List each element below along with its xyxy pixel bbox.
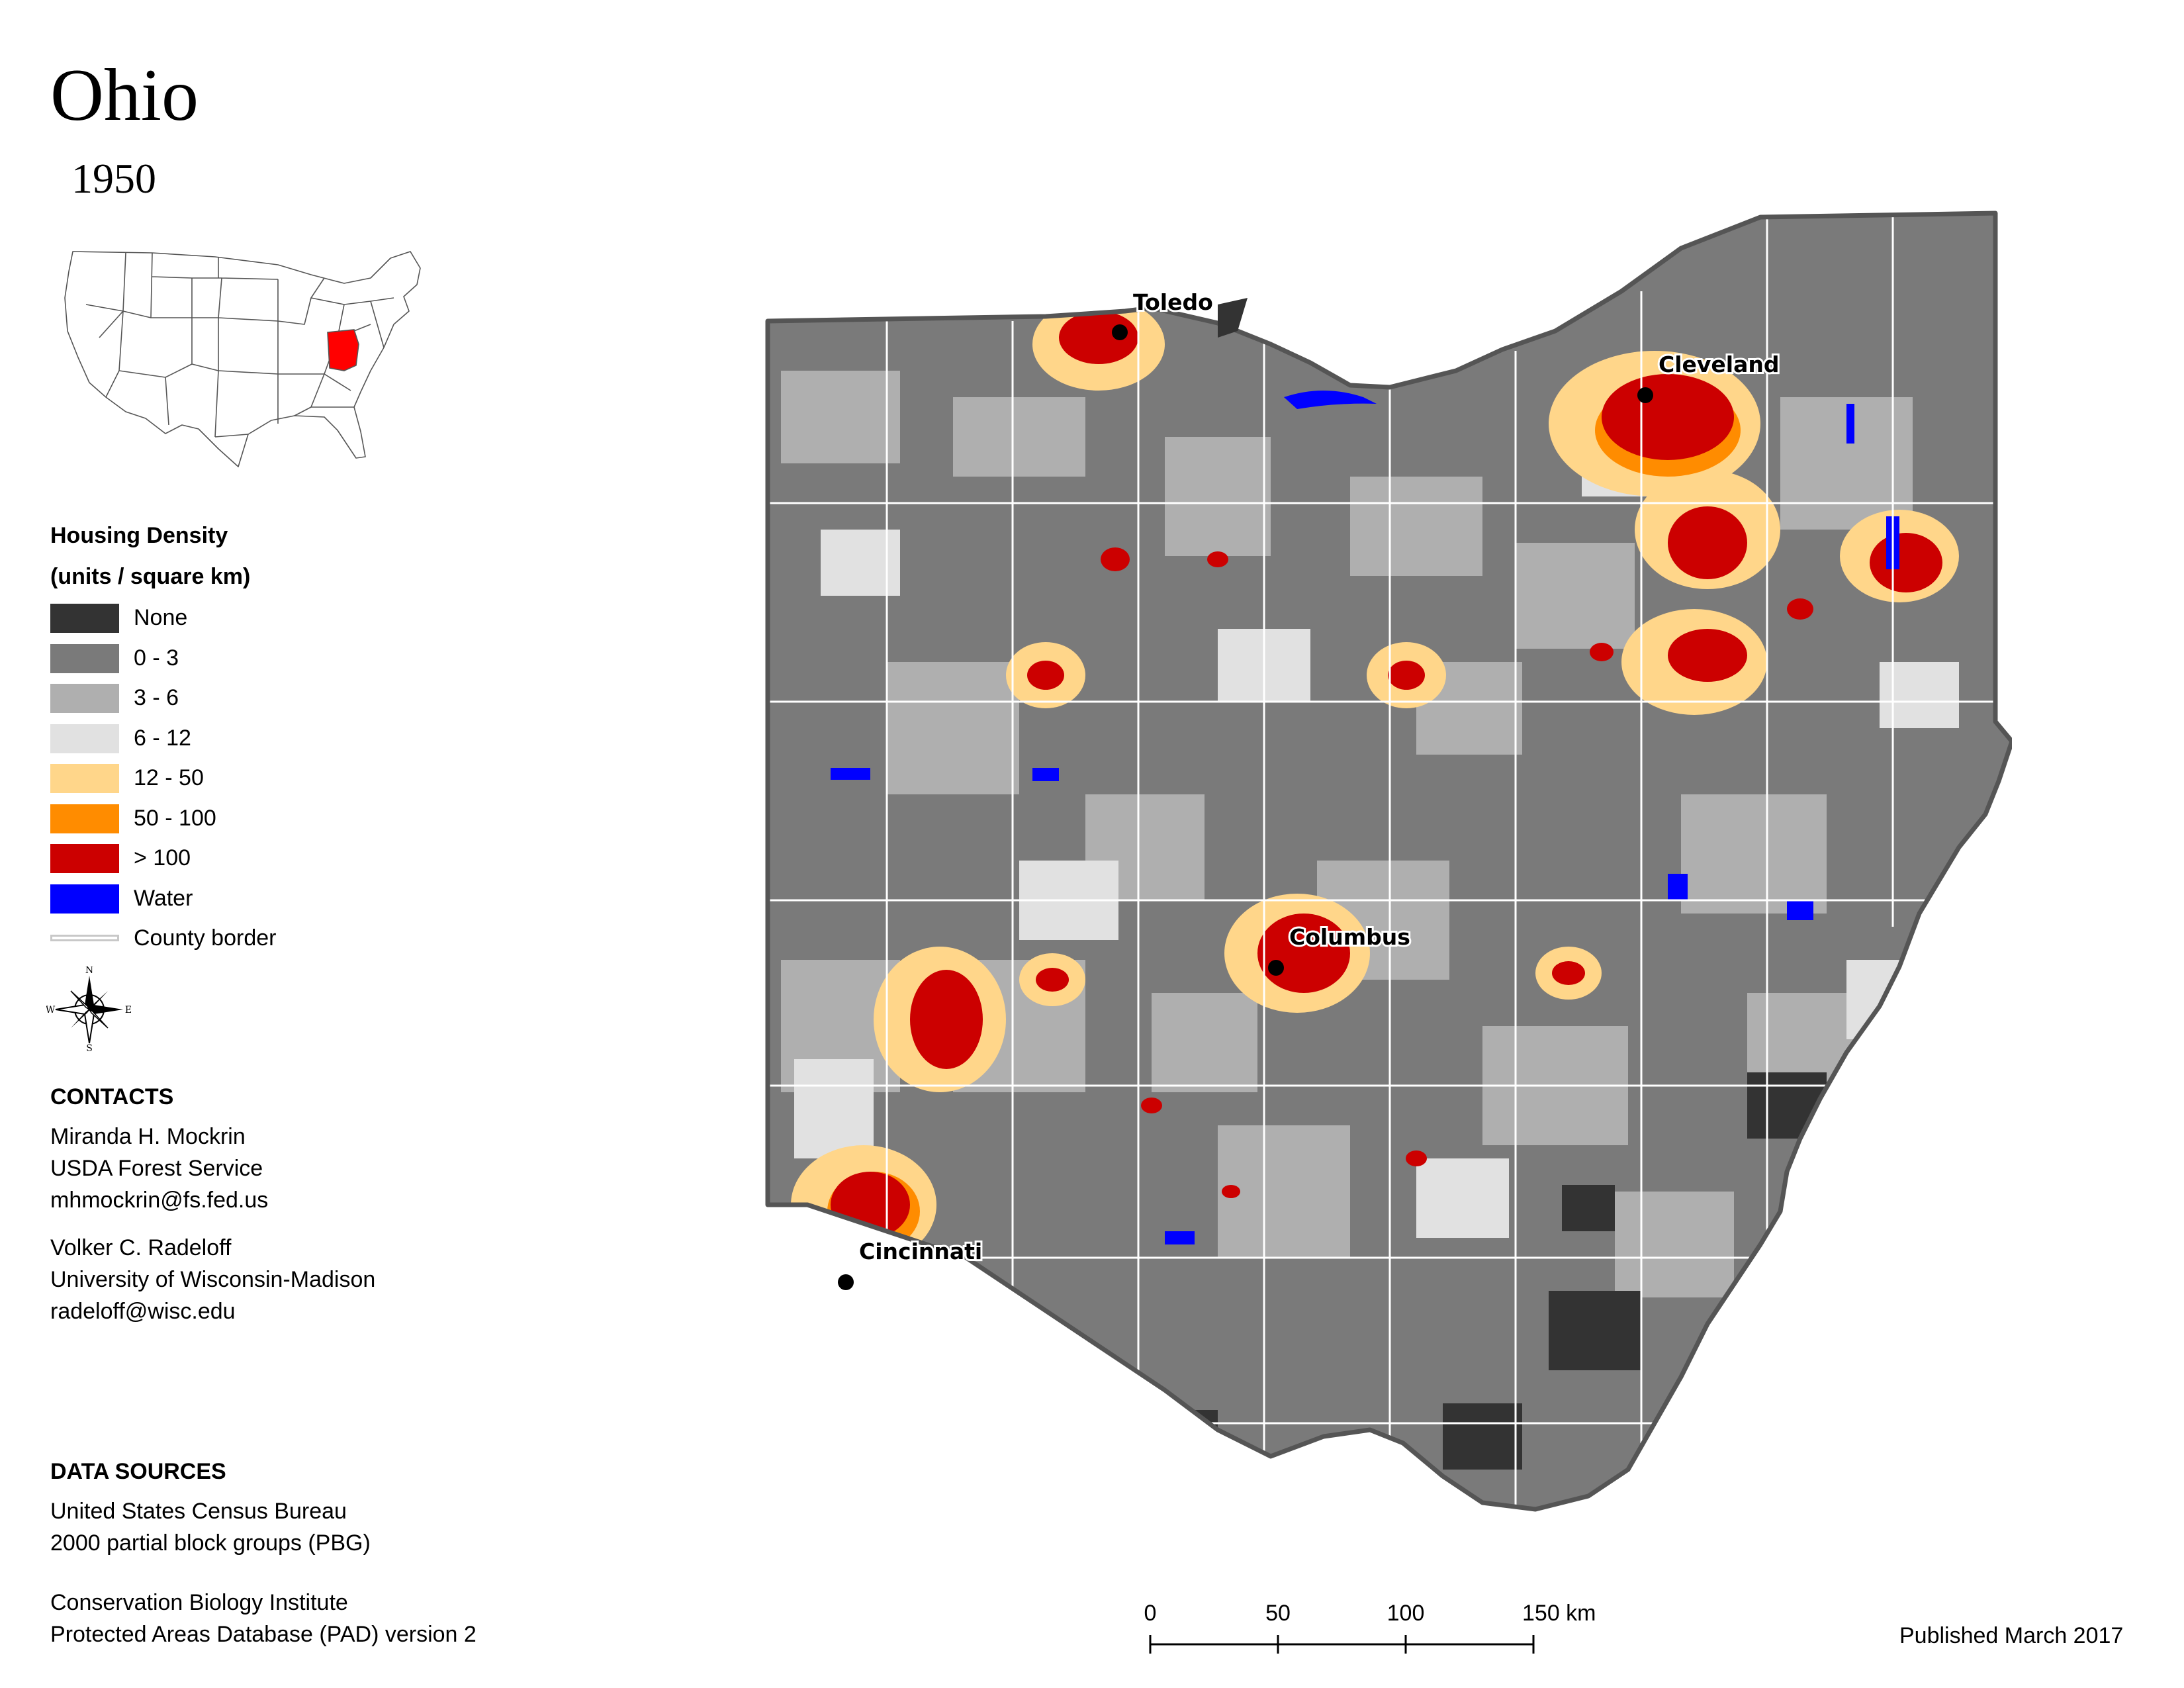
map-title: Ohio xyxy=(50,54,199,136)
ohio-highlight xyxy=(327,329,359,371)
legend-swatch xyxy=(50,844,119,873)
legend-swatch xyxy=(50,804,119,833)
city-label: Cleveland xyxy=(1659,352,1780,377)
legend-swatch xyxy=(50,684,119,713)
legend-label: 0 - 3 xyxy=(134,645,179,671)
city-toledo: Toledo xyxy=(1112,287,1215,340)
data-source-line: United States Census Bureau xyxy=(50,1499,347,1524)
city-label: Toledo xyxy=(1133,289,1213,315)
city-cincinnati: Cincinnati xyxy=(838,1237,984,1290)
compass-w: W xyxy=(46,1005,56,1015)
scale-tick-label: 100 xyxy=(1387,1601,1425,1626)
legend-swatch xyxy=(50,764,119,793)
county-border-swatch xyxy=(50,935,119,941)
city-columbus: Columbus xyxy=(1268,922,1412,976)
city-label: Cincinnati xyxy=(859,1239,982,1264)
legend-swatch xyxy=(50,884,119,914)
legend-label: County border xyxy=(134,925,277,951)
legend-label: 50 - 100 xyxy=(134,805,216,831)
contacts-heading: CONTACTS xyxy=(50,1084,174,1109)
scale-tick-label: 0 xyxy=(1144,1601,1157,1626)
data-source-line: 2000 partial block groups (PBG) xyxy=(50,1530,371,1556)
scale-bar: 0 50 100 150 km xyxy=(1144,1601,1596,1654)
legend-title: Housing Density xyxy=(50,523,228,548)
compass-rose-icon: N E S W xyxy=(46,966,132,1053)
city-cleveland: Cleveland xyxy=(1637,350,1782,403)
legend-label: None xyxy=(134,605,188,630)
contact-name: Volker C. Radeloff xyxy=(50,1235,232,1260)
legend-swatch xyxy=(50,604,119,633)
map-year: 1950 xyxy=(71,155,156,202)
city-label: Columbus xyxy=(1289,924,1410,950)
compass-n: N xyxy=(85,966,93,976)
contact-email-link[interactable]: mhmockrin@fs.fed.us xyxy=(50,1188,269,1213)
us-locator-map xyxy=(64,251,421,467)
ohio-housing-density-map: Toledo Cleveland Columbus Cincinnati xyxy=(765,211,2012,1512)
legend-units: (units / square km) xyxy=(50,564,251,589)
legend-label: 3 - 6 xyxy=(134,685,179,710)
scale-tick-label: 150 km xyxy=(1522,1601,1596,1626)
contact-org: USDA Forest Service xyxy=(50,1156,263,1181)
scale-tick-label: 50 xyxy=(1265,1601,1291,1626)
us-outline xyxy=(64,251,421,467)
compass-e: E xyxy=(125,1005,132,1015)
legend-label: Water xyxy=(134,885,193,911)
legend-swatch xyxy=(50,724,119,753)
data-sources-heading: DATA SOURCES xyxy=(50,1459,226,1484)
contact-org: University of Wisconsin-Madison xyxy=(50,1267,376,1292)
contact-email-link[interactable]: radeloff@wisc.edu xyxy=(50,1299,236,1324)
legend-swatch xyxy=(50,643,119,673)
legend-label: 12 - 50 xyxy=(134,765,204,790)
compass-s: S xyxy=(86,1043,93,1053)
data-source-line: Conservation Biology Institute xyxy=(50,1590,348,1615)
contact-name: Miranda H. Mockrin xyxy=(50,1124,246,1149)
data-source-line: Protected Areas Database (PAD) version 2 xyxy=(50,1622,477,1647)
published-date: Published March 2017 xyxy=(1899,1623,2124,1648)
legend-label: > 100 xyxy=(134,845,191,870)
legend-label: 6 - 12 xyxy=(134,725,191,751)
